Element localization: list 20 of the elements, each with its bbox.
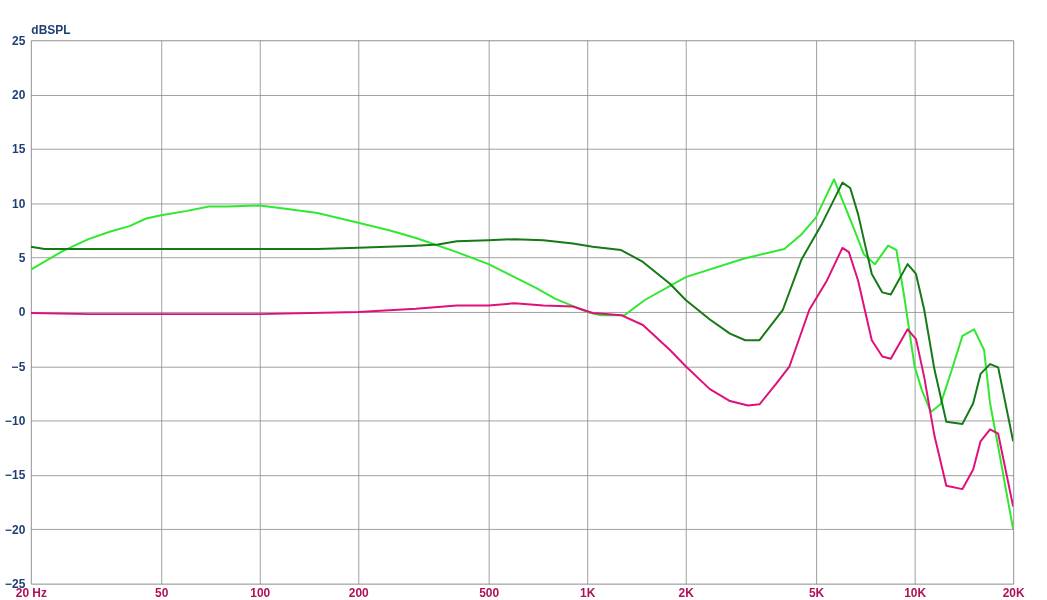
y-tick-label: 15 bbox=[12, 142, 26, 157]
y-tick-label: −5 bbox=[11, 359, 26, 374]
x-tick-label: 2K bbox=[678, 586, 695, 600]
y-tick-label: 20 bbox=[12, 88, 26, 103]
y-tick-label: 25 bbox=[12, 33, 26, 48]
x-tick-label: 10K bbox=[904, 586, 927, 600]
x-tick-label: 500 bbox=[479, 586, 500, 600]
y-tick-label: 10 bbox=[12, 196, 26, 211]
x-tick-label: 200 bbox=[348, 586, 370, 600]
x-tick-label: 50 bbox=[155, 586, 169, 600]
x-tick-label: 1K bbox=[580, 586, 596, 600]
y-tick-label: 0 bbox=[18, 305, 26, 320]
x-tick-label: 100 bbox=[250, 586, 271, 600]
x-tick-label: 20K bbox=[1002, 586, 1025, 600]
y-tick-label: −10 bbox=[5, 414, 26, 429]
y-tick-label: −15 bbox=[5, 468, 26, 483]
x-tick-label: 5K bbox=[808, 586, 825, 600]
y-tick-label: 5 bbox=[18, 251, 26, 266]
y-axis-title: dBSPL bbox=[31, 22, 71, 37]
y-tick-label: −20 bbox=[5, 522, 26, 537]
